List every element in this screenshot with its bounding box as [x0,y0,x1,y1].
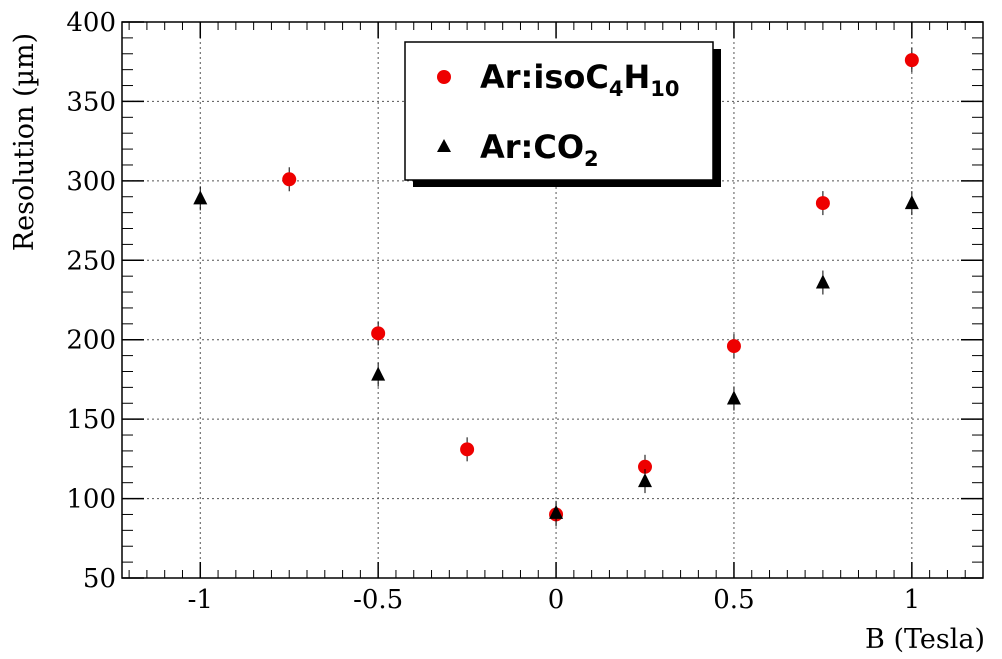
x-axis-label: B (Tesla) [865,624,985,655]
legend-box [404,41,714,181]
data-point [638,459,653,474]
y-axis-label: Resolution (µm) [9,33,40,251]
x-tick-label: -0.5 [353,585,403,615]
legend-marker-ar-isoc4h10 [437,70,451,84]
legend-label-ar-isoc4h10-mid: H [623,58,650,96]
legend-label-ar-co2-base: Ar:CO [480,128,584,166]
data-point [638,473,653,488]
legend-label-ar-co2: Ar:CO2 [480,128,599,171]
plot-frame [121,21,984,579]
y-tick-label: 250 [66,246,116,276]
axis-ticks [122,21,984,579]
data-point [904,53,919,68]
x-tick-label: -1 [188,585,213,615]
x-tick-label: 0 [548,585,565,615]
y-tick-label: 400 [66,8,116,38]
data-point [815,196,830,211]
y-tick-label: 200 [66,326,116,356]
y-tick-label: 350 [66,87,116,117]
y-tick-label: 100 [66,485,116,515]
legend-label-ar-isoc4h10-sub2: 10 [650,77,679,101]
data-point [371,326,386,341]
series-layer [193,48,919,527]
data-point [549,504,564,519]
data-point [726,390,741,405]
series-ar-isoc4h10 [282,48,919,527]
y-tick-label: 50 [83,564,116,594]
data-point [460,442,475,457]
y-tick-label: 150 [66,405,116,435]
x-tick-label: 1 [904,585,921,615]
data-point [193,190,208,205]
legend-label-ar-co2-sub: 2 [584,147,599,171]
data-point [904,195,919,210]
data-point [726,339,741,354]
legend: Ar:isoC4H10 Ar:CO2 [404,41,721,187]
data-point [815,274,830,289]
data-point [282,172,297,187]
legend-marker-ar-co2 [437,139,451,152]
legend-label-ar-isoc4h10-base: Ar:isoC [480,58,609,96]
legend-label-ar-isoc4h10-sub1: 4 [609,77,624,101]
data-point [371,366,386,381]
x-tick-label: 0.5 [713,585,754,615]
legend-label-ar-isoc4h10: Ar:isoC4H10 [480,58,679,101]
y-tick-label: 300 [66,167,116,197]
series-ar-co2 [193,186,919,525]
